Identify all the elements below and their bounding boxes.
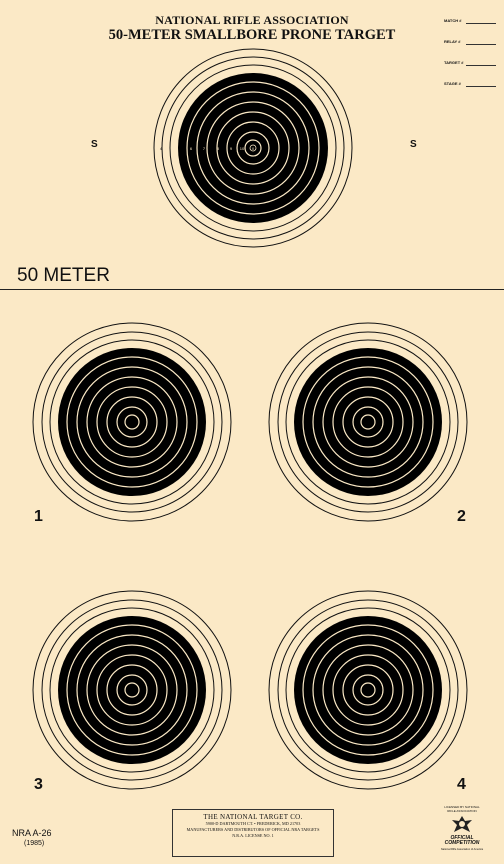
stage-field: STAGE #	[436, 81, 500, 102]
bull-ring	[285, 339, 451, 505]
match-field-line	[466, 23, 496, 24]
bull-ring	[285, 607, 451, 773]
bull-ring	[277, 599, 459, 781]
sighter-ring-number: 7	[203, 146, 206, 151]
bull-ring	[332, 386, 404, 458]
target-field-label: TARGET #	[444, 60, 464, 65]
sighter-mark-right: S	[410, 139, 417, 150]
bull-ring	[268, 322, 468, 522]
bull-ring	[124, 414, 140, 430]
match-field-label: MATCH #	[444, 18, 462, 23]
manufacturer-box: THE NATIONAL TARGET CO. 5900-D DARTMOUTH…	[172, 809, 334, 857]
bull-ring	[302, 624, 434, 756]
bull-number-4: 4	[457, 776, 466, 793]
target-year: (1985)	[24, 840, 45, 847]
record-bull-1	[32, 322, 232, 522]
bull-ring	[49, 607, 215, 773]
bull-ring	[332, 654, 404, 726]
bull-ring	[322, 376, 414, 468]
sighter-ring-number: 5	[175, 146, 178, 151]
sighter-ring-number: 10	[240, 146, 245, 151]
bull-ring	[41, 331, 223, 513]
bull-ring	[49, 339, 215, 505]
record-bull-3	[32, 590, 232, 790]
sighter-ring-number: 6	[190, 146, 193, 151]
bull-ring	[41, 599, 223, 781]
bull-ring	[96, 386, 168, 458]
bull-ring	[106, 396, 158, 448]
bull-ring	[322, 644, 414, 736]
bull-number-3: 3	[34, 776, 43, 793]
stage-field-line	[466, 86, 496, 87]
sighter-ring-number: 8	[217, 146, 220, 151]
bull-ring	[86, 644, 178, 736]
bull-ring	[32, 322, 232, 522]
bull-ring	[352, 674, 384, 706]
bull-ring	[312, 366, 424, 478]
bull-ring	[312, 634, 424, 746]
bull-ring	[66, 356, 198, 488]
org-title: NATIONAL RIFLE ASSOCIATION	[155, 13, 349, 27]
bull-ring	[58, 616, 206, 764]
target-field: TARGET #	[436, 60, 500, 81]
bull-ring	[58, 348, 206, 496]
bull-ring	[106, 664, 158, 716]
section-divider	[0, 289, 504, 290]
sighter-ring-number: X	[252, 146, 255, 151]
match-field: MATCH #	[436, 18, 500, 39]
official-competition-seal: LICENSED BY NATIONAL RIFLE ASSOCIATION O…	[432, 805, 492, 856]
company-name: THE NATIONAL TARGET CO.	[203, 813, 303, 821]
eagle-emblem-icon	[452, 816, 472, 832]
seal-official-text: OFFICIAL COMPETITION	[444, 835, 480, 846]
bull-ring	[294, 348, 442, 496]
bull-ring	[76, 634, 188, 746]
bull-ring	[342, 396, 394, 448]
company-address: 5900-D DARTMOUTH CT. • FREDERICK, MD 217…	[205, 821, 301, 826]
bull-ring	[96, 654, 168, 726]
bull-ring	[294, 616, 442, 764]
sighter-ring-number: 9	[230, 146, 233, 151]
relay-field-label: RELAY #	[444, 39, 461, 44]
sighter-ring-number: 4	[160, 146, 163, 151]
bull-ring	[86, 376, 178, 468]
relay-field: RELAY #	[436, 39, 500, 60]
relay-field-line	[466, 44, 496, 45]
target-model: NRA A-26	[12, 828, 52, 838]
bull-number-2: 2	[457, 508, 466, 525]
distance-label: 50 METER	[17, 265, 110, 286]
bull-ring	[76, 366, 188, 478]
bull-ring	[66, 624, 198, 756]
sighter-mark-left: S	[91, 139, 98, 150]
bull-ring	[268, 590, 468, 790]
bull-ring	[124, 682, 140, 698]
seal-fine-print: National Rifle Association of America	[440, 848, 484, 851]
bull-ring	[342, 664, 394, 716]
target-title: 50-METER SMALLBORE PRONE TARGET	[108, 27, 396, 43]
bull-ring	[32, 590, 232, 790]
sighter-bull	[153, 48, 353, 248]
bull-ring	[116, 406, 148, 438]
record-bull-2	[268, 322, 468, 522]
seal-top-text: LICENSED BY NATIONAL RIFLE ASSOCIATION	[444, 805, 480, 813]
bull-number-1: 1	[34, 508, 43, 525]
record-bull-4	[268, 590, 468, 790]
company-distributor: MANUFACTURERS AND DISTRIBUTORS OF OFFICI…	[186, 827, 320, 832]
target-field-line	[466, 65, 496, 66]
sighter-ring-labels: 4 5 6 7 8 9 10 X	[160, 146, 255, 151]
score-fields: MATCH # RELAY # TARGET # STAGE #	[436, 18, 500, 102]
bull-ring	[352, 406, 384, 438]
stage-field-label: STAGE #	[444, 81, 461, 86]
bull-ring	[277, 331, 459, 513]
bull-ring	[302, 356, 434, 488]
bull-ring	[360, 414, 376, 430]
bull-ring	[116, 674, 148, 706]
company-license: N.R.A. LICENSE NO. 1	[232, 833, 274, 838]
bull-ring	[360, 682, 376, 698]
